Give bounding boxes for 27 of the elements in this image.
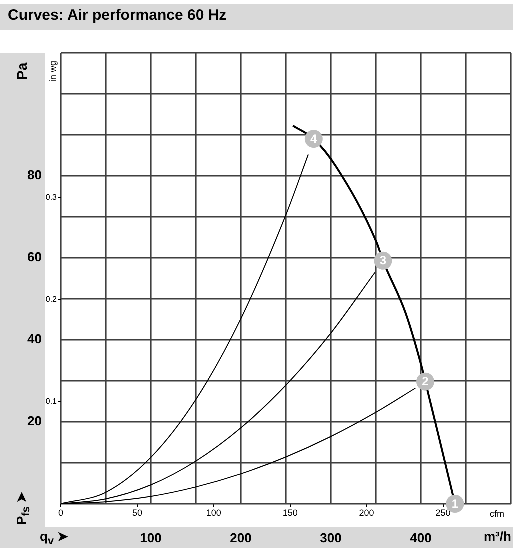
x2-tick-label: 200 <box>359 508 374 518</box>
y-tick-label: 60 <box>28 250 42 265</box>
y2-tick-label: 0.1 <box>46 397 58 406</box>
x-axis-title: m³/h <box>484 529 512 544</box>
y2-tick-label: 0.3 <box>46 193 58 202</box>
x2-tick-label: 0 <box>58 508 64 518</box>
chart-title: Curves: Air performance 60 Hz <box>8 7 227 24</box>
x-tick-label: 100 <box>140 530 162 546</box>
annotation: 2 <box>422 374 430 389</box>
x2-tick-label: 250 <box>436 508 451 518</box>
y-tick-label: 40 <box>28 332 42 347</box>
y-tick-label: 20 <box>28 414 42 429</box>
annotation: 1 <box>452 496 459 511</box>
x-tick-label: 300 <box>320 530 342 546</box>
y2-tick-label: 0.2 <box>46 295 58 304</box>
annotation: 3 <box>380 254 387 268</box>
x2-axis-title: cfm <box>490 509 504 519</box>
y-tick-label: 80 <box>28 168 42 183</box>
x2-tick-label: 100 <box>206 508 222 518</box>
x2-tick-label: 50 <box>132 508 142 518</box>
x-tick-label: 400 <box>410 530 432 546</box>
y-axis-title: Pa <box>14 62 30 80</box>
y2-axis-title: in wg <box>48 60 58 82</box>
text: q$_{v}$ ➤ <box>40 529 69 548</box>
annotation: 4 <box>310 132 318 146</box>
x2-tick-label: 150 <box>282 508 298 518</box>
x-tick-label: 200 <box>230 530 252 546</box>
